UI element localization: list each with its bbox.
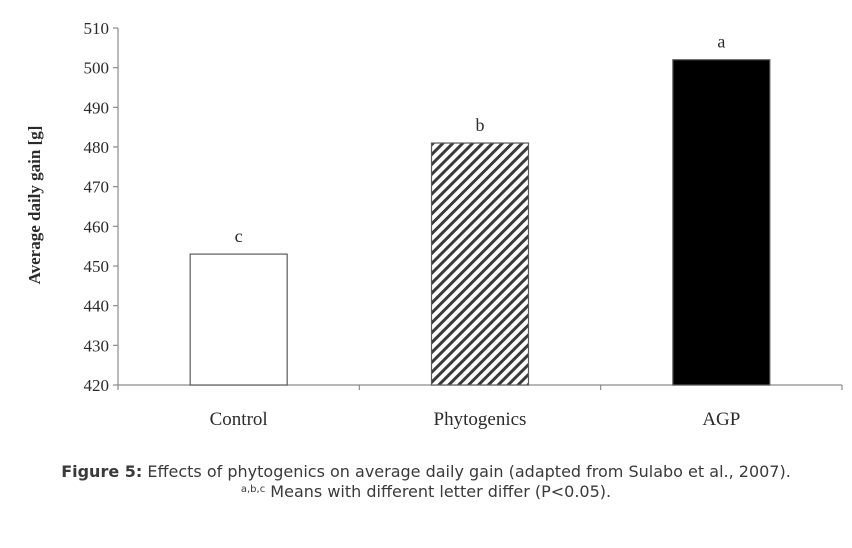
y-tick-label: 470 [84,178,110,197]
bar-phytogenics [430,142,530,386]
y-tick-label: 460 [84,217,110,236]
y-tick-label: 510 [84,19,110,38]
bar-agp [672,59,771,386]
labels: 420 430 440 450 460 470 480 490 500 510 c Control b P… [84,19,741,430]
x-category-label: Control [210,409,268,430]
chart-svg: 420 430 440 450 460 470 480 490 500 510 c Control b P… [25,19,843,430]
bar-chart: 420 430 440 450 460 470 480 490 500 510 c Control b P… [25,19,843,430]
x-category-label: AGP [702,409,740,430]
x-category-label: Phytogenics [434,409,527,430]
significance-letter: a [717,32,725,52]
significance-letter: c [235,226,243,246]
significance-letter: b [476,115,485,135]
caption-note: a,b,c Means with different letter differ… [0,482,852,502]
y-axis-title: Average daily gain [g] [25,126,44,285]
bar-control [189,253,288,386]
y-tick-label: 490 [84,98,110,117]
caption-note-text: Means with different letter differ (P<0.… [265,482,612,501]
y-tick-label: 420 [84,376,110,395]
caption-note-superscript: a,b,c [240,484,266,495]
y-tick-label: 430 [84,336,110,355]
caption-label: Figure 5: [61,462,143,481]
bars [189,59,771,386]
y-tick-label: 480 [84,138,110,157]
y-tick-label: 450 [84,257,110,276]
figure-caption: Figure 5: Effects of phytogenics on aver… [0,462,852,502]
y-tick-label: 440 [84,297,110,316]
caption-text: Effects of phytogenics on average daily … [142,462,791,481]
y-tick-label: 500 [84,59,110,78]
